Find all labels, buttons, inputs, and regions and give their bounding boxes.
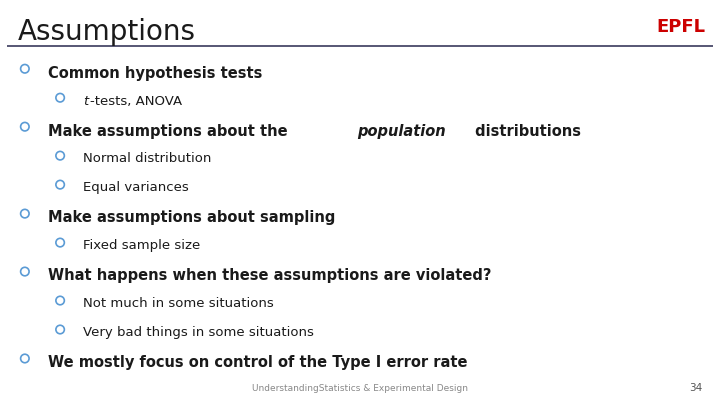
- Text: Make assumptions about sampling: Make assumptions about sampling: [48, 211, 336, 226]
- Text: Equal variances: Equal variances: [84, 181, 189, 194]
- Text: Not much in some situations: Not much in some situations: [84, 297, 274, 310]
- Text: What happens when these assumptions are violated?: What happens when these assumptions are …: [48, 269, 492, 283]
- Text: 34: 34: [689, 383, 702, 393]
- Text: Make assumptions about the: Make assumptions about the: [48, 124, 293, 139]
- Text: population: population: [358, 124, 446, 139]
- Text: Fixed sample size: Fixed sample size: [84, 239, 201, 252]
- Text: Very bad things in some situations: Very bad things in some situations: [84, 326, 314, 339]
- Text: We mostly focus on control of the Type I error rate: We mostly focus on control of the Type I…: [48, 355, 467, 370]
- Text: t: t: [84, 94, 89, 108]
- Text: -tests, ANOVA: -tests, ANOVA: [90, 94, 182, 108]
- Text: Normal distribution: Normal distribution: [84, 153, 212, 166]
- Text: UnderstandingStatistics & Experimental Design: UnderstandingStatistics & Experimental D…: [252, 384, 468, 393]
- Text: EPFL: EPFL: [657, 18, 706, 36]
- Text: Assumptions: Assumptions: [18, 18, 196, 46]
- Text: Common hypothesis tests: Common hypothesis tests: [48, 66, 263, 81]
- Text: distributions: distributions: [469, 124, 581, 139]
